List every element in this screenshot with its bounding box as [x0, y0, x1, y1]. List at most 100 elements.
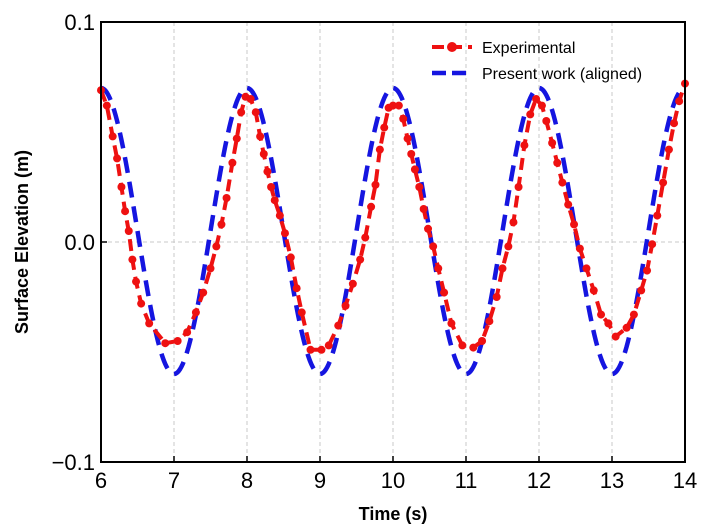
data-point-experimental [637, 286, 646, 295]
data-point-experimental [251, 108, 260, 117]
data-point-experimental [424, 224, 433, 233]
data-point-experimental [440, 288, 449, 297]
data-point-experimental [232, 134, 241, 143]
data-point-experimental [659, 178, 668, 187]
data-point-experimental [263, 167, 272, 176]
data-point-experimental [604, 319, 613, 328]
data-point-experimental [317, 345, 326, 354]
data-point-experimental [537, 101, 546, 110]
data-point-experimental [597, 310, 606, 319]
data-point-experimental [643, 266, 652, 275]
data-point-experimental [548, 139, 557, 147]
data-point-experimental [415, 183, 424, 191]
data-point-experimental [478, 337, 487, 345]
data-point-experimental [259, 150, 268, 158]
data-point-experimental [173, 337, 182, 345]
data-point-experimental [275, 211, 284, 220]
data-point-experimental [399, 114, 408, 123]
data-point-experimental [670, 119, 679, 128]
data-point-experimental [434, 264, 443, 273]
data-point-experimental [520, 141, 529, 150]
data-point-experimental [217, 220, 226, 229]
x-tick-label: 13 [600, 468, 624, 493]
data-point-experimental [108, 132, 117, 141]
y-tick-label: 0.0 [64, 230, 95, 255]
data-point-experimental [361, 233, 370, 242]
data-point-experimental [498, 264, 507, 273]
data-point-experimental [206, 264, 215, 273]
data-point-experimental [256, 132, 265, 141]
y-tick-label: 0.1 [64, 10, 95, 35]
data-point-experimental [237, 108, 246, 117]
x-tick-label: 14 [673, 468, 697, 493]
data-point-experimental [117, 183, 126, 191]
data-point-experimental [492, 293, 501, 301]
data-point-experimental [504, 242, 513, 251]
data-point-experimental [137, 299, 146, 308]
data-point-experimental [113, 154, 122, 163]
data-point-experimental [469, 343, 478, 352]
data-point-experimental [526, 110, 535, 119]
x-axis-title: Time (s) [359, 504, 428, 524]
data-point-experimental [132, 277, 141, 286]
data-point-experimental [570, 220, 579, 229]
data-point-experimental [564, 200, 573, 209]
data-point-experimental [532, 95, 541, 103]
legend-experimental-label: Experimental [482, 40, 575, 57]
legend: Experimental Present work (aligned) [432, 40, 642, 83]
data-point-experimental [212, 242, 221, 251]
x-tick-label: 11 [455, 468, 478, 493]
data-point-experimental [485, 317, 494, 326]
data-point-experimental [102, 101, 111, 110]
data-point-experimental [429, 242, 438, 251]
data-point-experimental [675, 97, 684, 106]
data-point-experimental [121, 207, 130, 216]
x-tick-label: 10 [381, 468, 405, 493]
data-point-experimental [653, 211, 662, 220]
data-point-experimental [267, 183, 276, 191]
data-point-experimental [622, 323, 631, 332]
data-point-experimental [246, 95, 255, 103]
data-point-experimental [145, 319, 154, 328]
x-tick-label: 9 [314, 468, 326, 493]
data-point-experimental [341, 301, 350, 310]
data-point-experimental [371, 180, 380, 189]
data-point-experimental [161, 339, 170, 348]
x-tick-label: 8 [241, 468, 253, 493]
data-point-experimental [553, 158, 562, 167]
data-point-experimental [419, 205, 428, 213]
data-point-experimental [611, 332, 620, 341]
data-point-experimental [458, 341, 467, 350]
data-point-experimental [356, 255, 365, 264]
data-point-experimental [582, 264, 591, 273]
data-point-experimental [334, 321, 343, 330]
data-point-experimental [124, 227, 133, 235]
data-point-experimental [629, 310, 638, 319]
data-point-experimental [348, 279, 357, 288]
data-point-experimental [280, 229, 289, 238]
data-point-experimental [407, 150, 416, 158]
data-point-experimental [542, 117, 551, 125]
axis-ticks: 6 7 8 9 10 11 12 13 14 −0.1 0.0 0.1 [52, 10, 698, 493]
y-axis-title: Surface Elevation (m) [12, 150, 32, 334]
data-point-experimental [447, 319, 456, 328]
series-group [97, 79, 689, 377]
x-tick-label: 12 [527, 468, 551, 493]
data-point-experimental [199, 288, 208, 297]
data-point-experimental [394, 101, 403, 110]
data-point-experimental [222, 194, 231, 202]
data-point-experimental [389, 101, 397, 110]
y-tick-label: −0.1 [52, 450, 95, 475]
data-point-experimental [128, 255, 137, 264]
data-point-experimental [558, 178, 567, 187]
x-tick-label: 6 [95, 468, 107, 493]
data-point-experimental [270, 196, 279, 205]
data-point-experimental [183, 328, 192, 337]
legend-experimental-marker [447, 42, 457, 52]
data-point-experimental [367, 202, 376, 211]
grid-lines [101, 22, 685, 462]
data-point-experimental [375, 145, 384, 154]
data-point-experimental [589, 286, 598, 295]
x-tick-label: 7 [168, 468, 180, 493]
